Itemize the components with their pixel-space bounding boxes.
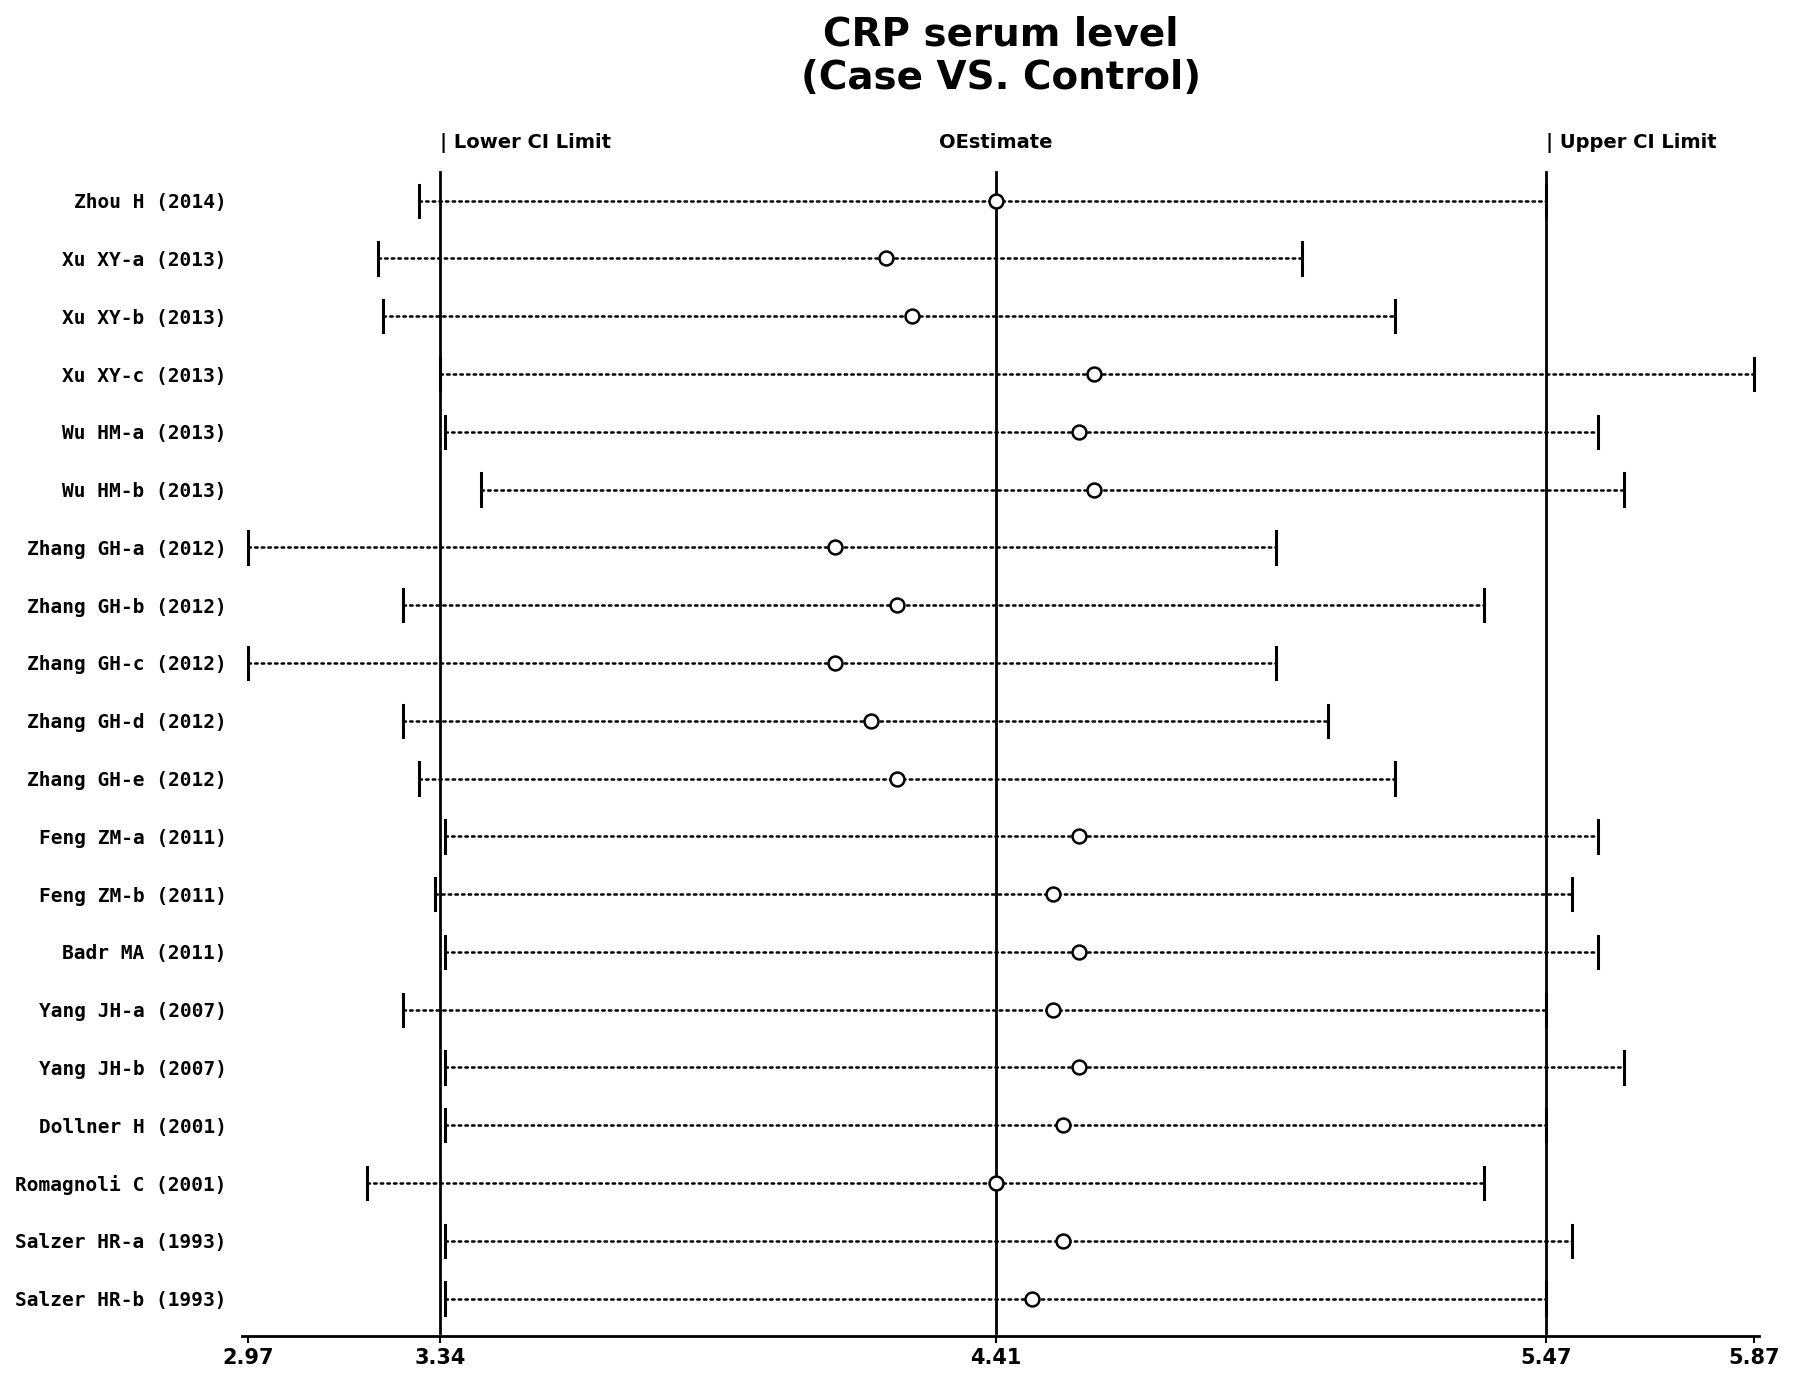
Text: | Upper CI Limit: | Upper CI Limit [1545, 133, 1716, 154]
Text: | Lower CI Limit: | Lower CI Limit [440, 133, 610, 154]
Text: OEstimate: OEstimate [939, 133, 1052, 152]
Title: CRP serum level
(Case VS. Control): CRP serum level (Case VS. Control) [801, 15, 1201, 97]
